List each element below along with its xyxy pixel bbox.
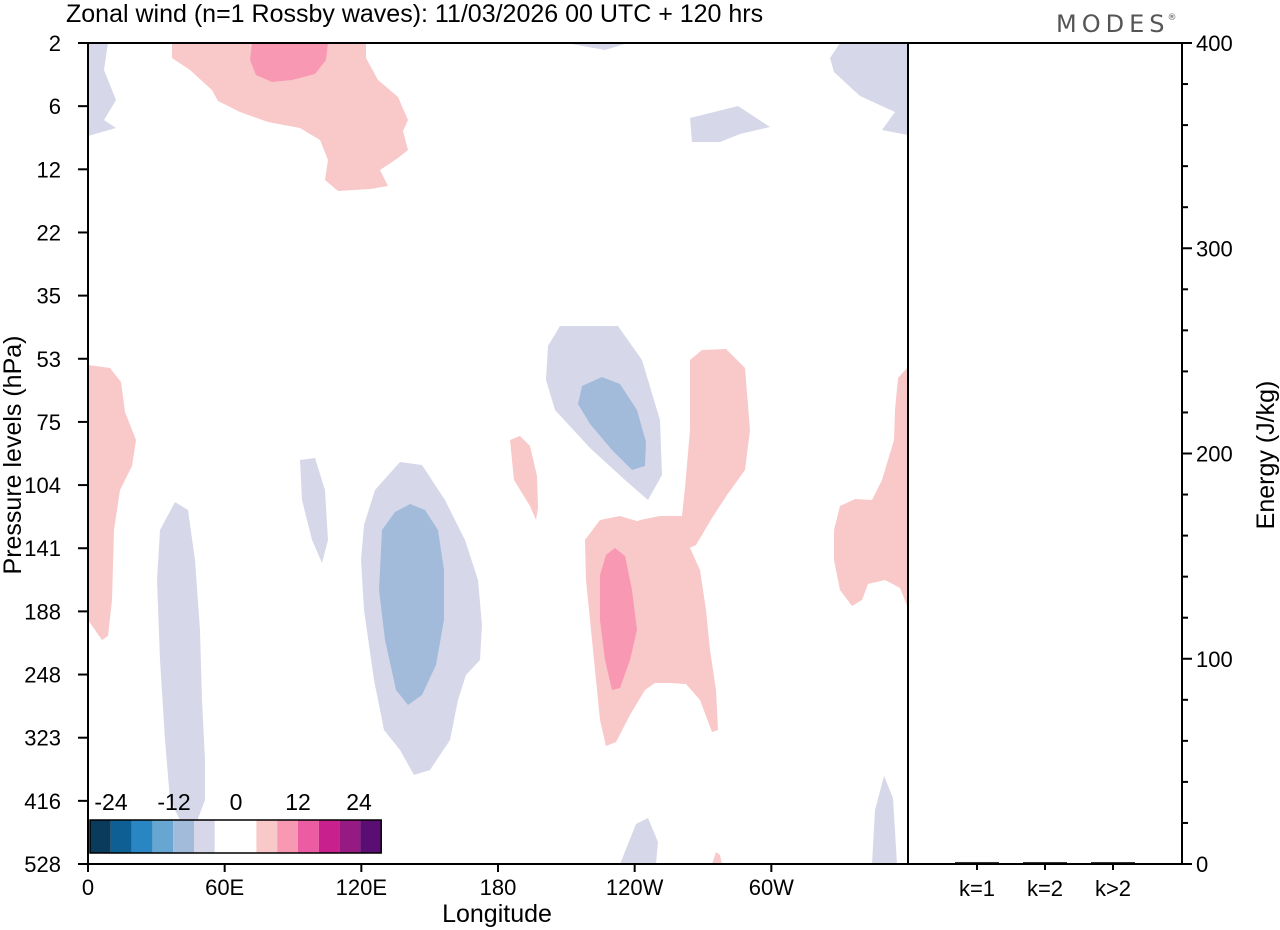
colorbar-swatch — [131, 820, 153, 853]
y-tick-label: 104 — [24, 473, 61, 498]
y-tick-label: 248 — [24, 663, 61, 688]
colorbar: -24 -12 0 12 24 — [89, 789, 382, 854]
y-tick-label: 35 — [37, 284, 61, 309]
negative-anomaly-top-center — [566, 43, 628, 50]
colorbar-swatch — [173, 820, 194, 853]
y-tick-label: 22 — [37, 220, 61, 245]
energy-category-label: k=2 — [1027, 876, 1063, 901]
positive-anomaly-right-edge — [834, 367, 908, 608]
colorbar-swatch — [90, 820, 111, 853]
energy-bars: k=1 k=2 k>2 — [955, 861, 1135, 901]
colorbar-swatch — [214, 820, 236, 853]
positive-anomaly-left-edge — [88, 365, 136, 640]
pressure-axis: 2 6 12 22 35 53 75 104 141 188 248 323 416 528 — [24, 31, 88, 877]
plot-frame — [87, 42, 909, 865]
energy-bar — [955, 861, 999, 863]
energy-bar — [1023, 862, 1067, 863]
y-tick-label: 188 — [24, 599, 61, 624]
negative-core-center-upper — [578, 377, 646, 470]
positive-core-top-left — [250, 43, 328, 82]
colorbar-swatch — [298, 820, 319, 853]
x-tick-label: 120W — [606, 875, 664, 900]
negative-anomaly-bottom-center — [620, 818, 658, 864]
positive-anomaly-top-left — [172, 43, 408, 191]
brand-logo: MODES® — [1056, 10, 1181, 38]
negative-anomaly-top-right — [830, 43, 908, 135]
negative-anomaly-small-left — [300, 458, 328, 563]
x-axis-label: Longitude — [442, 900, 552, 928]
energy-tick-label: 200 — [1196, 442, 1233, 467]
longitude-axis: 0 60E 120E 180 120W 60W — [82, 864, 794, 900]
colorbar-tick-label: -12 — [157, 789, 190, 815]
colorbar-swatch — [360, 820, 382, 853]
colorbar-frame — [89, 819, 382, 854]
energy-category-label: k>2 — [1095, 876, 1131, 901]
colorbar-tick-label: 24 — [346, 789, 372, 815]
y-axis-label: Pressure levels (hPa) — [0, 336, 27, 575]
y-tick-label: 12 — [37, 157, 61, 182]
contour-field — [88, 43, 908, 864]
y-tick-label: 75 — [37, 410, 61, 435]
negative-anomaly-left-column — [157, 502, 205, 840]
colorbar-swatch — [277, 820, 298, 853]
x-tick-label: 60W — [749, 875, 794, 900]
y-tick-label: 528 — [24, 852, 61, 877]
x-tick-label: 60E — [205, 875, 244, 900]
y-tick-label: 6 — [49, 94, 61, 119]
energy-tick-label: 100 — [1196, 647, 1233, 672]
colorbar-swatch — [256, 820, 278, 853]
positive-anomaly-bottom-small — [712, 852, 722, 864]
y-tick-label: 2 — [49, 31, 61, 56]
y-tick-label: 416 — [24, 789, 61, 814]
energy-bar — [1091, 862, 1135, 863]
x-tick-label: 180 — [480, 875, 517, 900]
brand-name: MODES — [1056, 10, 1169, 38]
x-tick-label: 0 — [82, 875, 94, 900]
colorbar-swatch — [110, 820, 132, 853]
positive-anomaly-small-center — [510, 436, 538, 520]
brand-mark: ® — [1167, 13, 1181, 23]
negative-core-center-large — [379, 504, 444, 705]
chart-title: Zonal wind (n=1 Rossby waves): 11/03/202… — [66, 0, 763, 28]
y-tick-label: 53 — [37, 347, 61, 372]
energy-tick-label: 400 — [1196, 31, 1233, 56]
positive-core-center-lower — [600, 548, 637, 690]
energy-category-label: k=1 — [959, 876, 995, 901]
colorbar-tick-label: -24 — [94, 789, 127, 815]
y-tick-label: 141 — [24, 536, 61, 561]
colorbar-swatch — [318, 820, 340, 853]
colorbar-tick-label: 12 — [285, 789, 311, 815]
energy-tick-label: 300 — [1196, 236, 1233, 261]
positive-anomaly-center-right-upper — [620, 349, 750, 553]
negative-anomaly-upper-band — [690, 106, 770, 142]
x-tick-label: 120E — [336, 875, 387, 900]
negative-anomaly-bottom-right — [872, 776, 897, 864]
negative-anomaly-top-left-edge — [88, 43, 116, 136]
energy-tick-label: 0 — [1196, 852, 1208, 877]
energy-axis-label: Energy (J/kg) — [1252, 381, 1280, 530]
y-tick-label: 323 — [24, 726, 61, 751]
colorbar-swatch — [194, 820, 215, 853]
colorbar-swatch — [235, 820, 257, 853]
colorbar-tick-label: 0 — [230, 789, 243, 815]
colorbar-swatch — [152, 820, 174, 853]
colorbar-swatch — [339, 820, 361, 853]
energy-axis: 0 100 200 300 400 — [1182, 31, 1233, 877]
